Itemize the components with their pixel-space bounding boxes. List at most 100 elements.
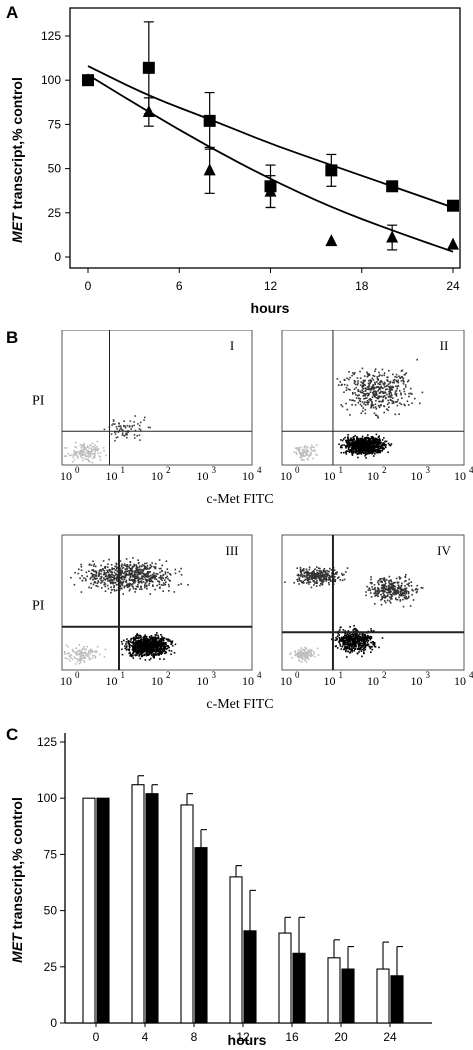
event-dot [375,439,378,441]
event-dot [97,447,99,450]
event-dot [315,576,318,579]
x-axis-label-b: c-Met FITC [206,697,273,712]
event-dot [334,580,336,583]
event-dot [382,399,384,401]
event-dot [93,574,95,576]
event-dot [383,593,385,596]
event-dot [314,574,316,577]
event-dot [377,378,379,380]
event-dot [140,570,142,573]
event-dot [144,646,146,648]
event-dot [74,657,77,660]
event-dot [408,578,410,581]
x-tick-exp-b: 3 [212,670,217,680]
event-dot [311,444,313,447]
event-dot [351,651,353,653]
event-dot [146,648,149,650]
event-dot [129,576,132,579]
event-dot [131,572,133,574]
event-dot [386,388,388,390]
event-dot [366,585,368,588]
event-dot [305,447,308,450]
event-dot [395,385,397,388]
event-dot [306,449,309,451]
event-dot [71,658,74,661]
event-dot [345,447,347,449]
event-dot [360,650,363,652]
event-dot [345,635,347,638]
event-dot [352,446,354,448]
event-dot [138,655,140,657]
event-dot [384,590,386,592]
event-dot [379,578,382,580]
event-dot [353,382,356,384]
event-dot [345,402,347,405]
event-dot [371,388,374,390]
event-dot [138,654,141,656]
event-dot [374,394,377,397]
event-dot [158,645,160,647]
event-dot [310,573,313,575]
event-dot [371,400,373,403]
event-dot [103,450,105,452]
event-dot [371,449,374,451]
event-dot [346,408,348,411]
event-dot [391,595,393,597]
event-dot [336,571,338,573]
event-dot [158,637,160,640]
event-dot [375,443,378,446]
event-dot [145,584,148,587]
event-dot [353,388,356,390]
event-dot [399,600,402,602]
event-dot [345,386,348,389]
event-dot [324,571,327,574]
event-dot [321,581,324,583]
event-dot [372,436,374,439]
event-dot [120,577,123,580]
event-dot [124,426,127,429]
x-tick-exp-b: 2 [166,465,171,475]
event-dot [368,437,371,440]
event-dot [127,648,130,651]
event-dot [350,449,352,452]
event-dot [298,450,300,453]
event-dot [387,409,389,412]
event-dot [86,455,89,458]
event-dot [310,655,313,657]
event-dot [353,641,356,644]
event-dot [334,639,336,641]
event-dot [349,450,351,452]
event-dot [352,629,354,631]
x-tick-exp-b: 0 [75,670,80,680]
event-dot [406,583,408,586]
event-dot [343,391,345,393]
event-dot [113,574,116,577]
event-dot [361,444,364,447]
event-dot [80,563,82,566]
event-dot [154,636,157,638]
event-dot [347,643,350,646]
event-dot [110,586,112,588]
event-dot [317,654,320,656]
event-dot [394,581,396,584]
event-dot [102,447,105,449]
event-dot [301,654,303,657]
event-dot [165,581,167,583]
event-dot [375,408,378,410]
event-dot [361,637,364,639]
event-dot [341,574,344,576]
event-dot [150,657,152,660]
event-dot [364,444,366,447]
event-dot [87,451,89,454]
event-dot [338,634,341,636]
event-dot [373,412,376,415]
event-dot [91,569,93,572]
event-dot [86,575,88,578]
event-dot [369,440,372,443]
event-dot [393,381,395,384]
panel-label-c: C [6,725,19,744]
event-dot [300,647,303,649]
event-dot [110,433,113,435]
event-dot [134,649,137,652]
event-dot [397,379,399,382]
